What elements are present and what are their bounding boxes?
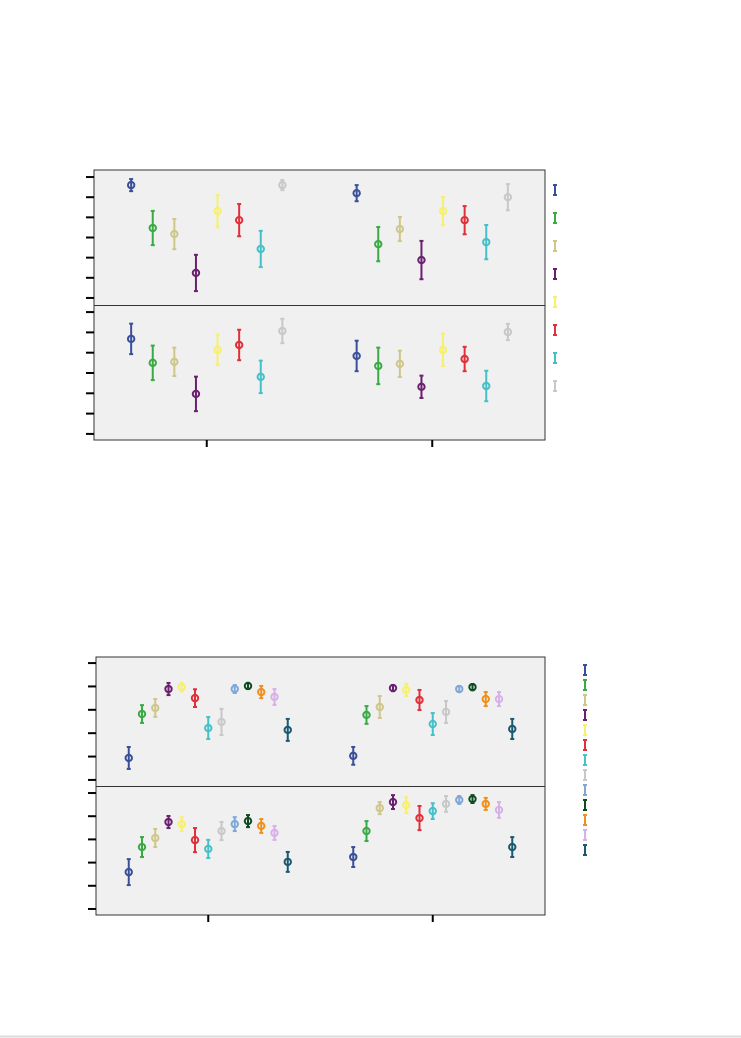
point (375, 803, 384, 813)
point (177, 819, 186, 829)
point (257, 821, 266, 831)
point (151, 703, 160, 713)
point (283, 725, 292, 735)
point (256, 244, 265, 254)
point (503, 193, 513, 202)
point (494, 805, 504, 815)
point (388, 797, 398, 807)
point (503, 327, 513, 337)
point (124, 867, 133, 877)
point (170, 357, 179, 367)
point (230, 819, 239, 829)
point (164, 817, 173, 827)
point (278, 180, 287, 190)
point (482, 237, 491, 247)
point (170, 229, 179, 239)
point (428, 806, 437, 816)
point (455, 795, 464, 805)
point (137, 709, 147, 719)
point (402, 800, 411, 810)
point (352, 188, 361, 198)
point (468, 682, 477, 692)
point (362, 710, 371, 720)
point (441, 707, 451, 717)
point (352, 351, 361, 361)
point (204, 844, 213, 854)
point (124, 753, 133, 763)
point (349, 751, 358, 761)
point (164, 684, 173, 694)
point (402, 685, 411, 695)
point (177, 682, 186, 692)
point (455, 684, 464, 694)
point (257, 687, 266, 697)
point (362, 826, 371, 836)
point (283, 857, 292, 867)
point (217, 717, 226, 727)
point (374, 361, 383, 371)
point (494, 694, 504, 704)
point (126, 180, 136, 190)
point (388, 683, 398, 693)
point (151, 833, 160, 843)
point (148, 358, 157, 368)
point (204, 723, 213, 733)
point (415, 695, 424, 705)
point (243, 681, 253, 691)
point (460, 354, 469, 364)
point (417, 255, 426, 265)
point (137, 842, 147, 852)
point (375, 702, 384, 712)
point (213, 345, 222, 355)
point (460, 215, 469, 225)
point (349, 852, 358, 862)
point (415, 813, 424, 823)
point (191, 389, 201, 399)
point (374, 239, 383, 249)
point (126, 334, 136, 344)
point (217, 826, 226, 836)
point (234, 215, 244, 225)
point (481, 799, 490, 809)
point (395, 224, 405, 234)
point (148, 223, 157, 233)
point (190, 693, 200, 703)
point (508, 842, 517, 852)
point (508, 724, 517, 734)
point (213, 206, 222, 216)
point (438, 345, 448, 355)
point (278, 326, 287, 336)
point (270, 692, 279, 702)
point (256, 372, 265, 382)
point (270, 828, 279, 838)
point (395, 359, 405, 369)
point (482, 381, 491, 391)
point (481, 694, 490, 704)
point (230, 684, 239, 694)
point (428, 719, 437, 729)
point (191, 268, 201, 278)
point (243, 816, 253, 826)
point (234, 340, 244, 350)
point (438, 206, 448, 216)
point (468, 794, 477, 804)
point (190, 835, 200, 845)
point (417, 382, 426, 392)
point (441, 799, 451, 809)
